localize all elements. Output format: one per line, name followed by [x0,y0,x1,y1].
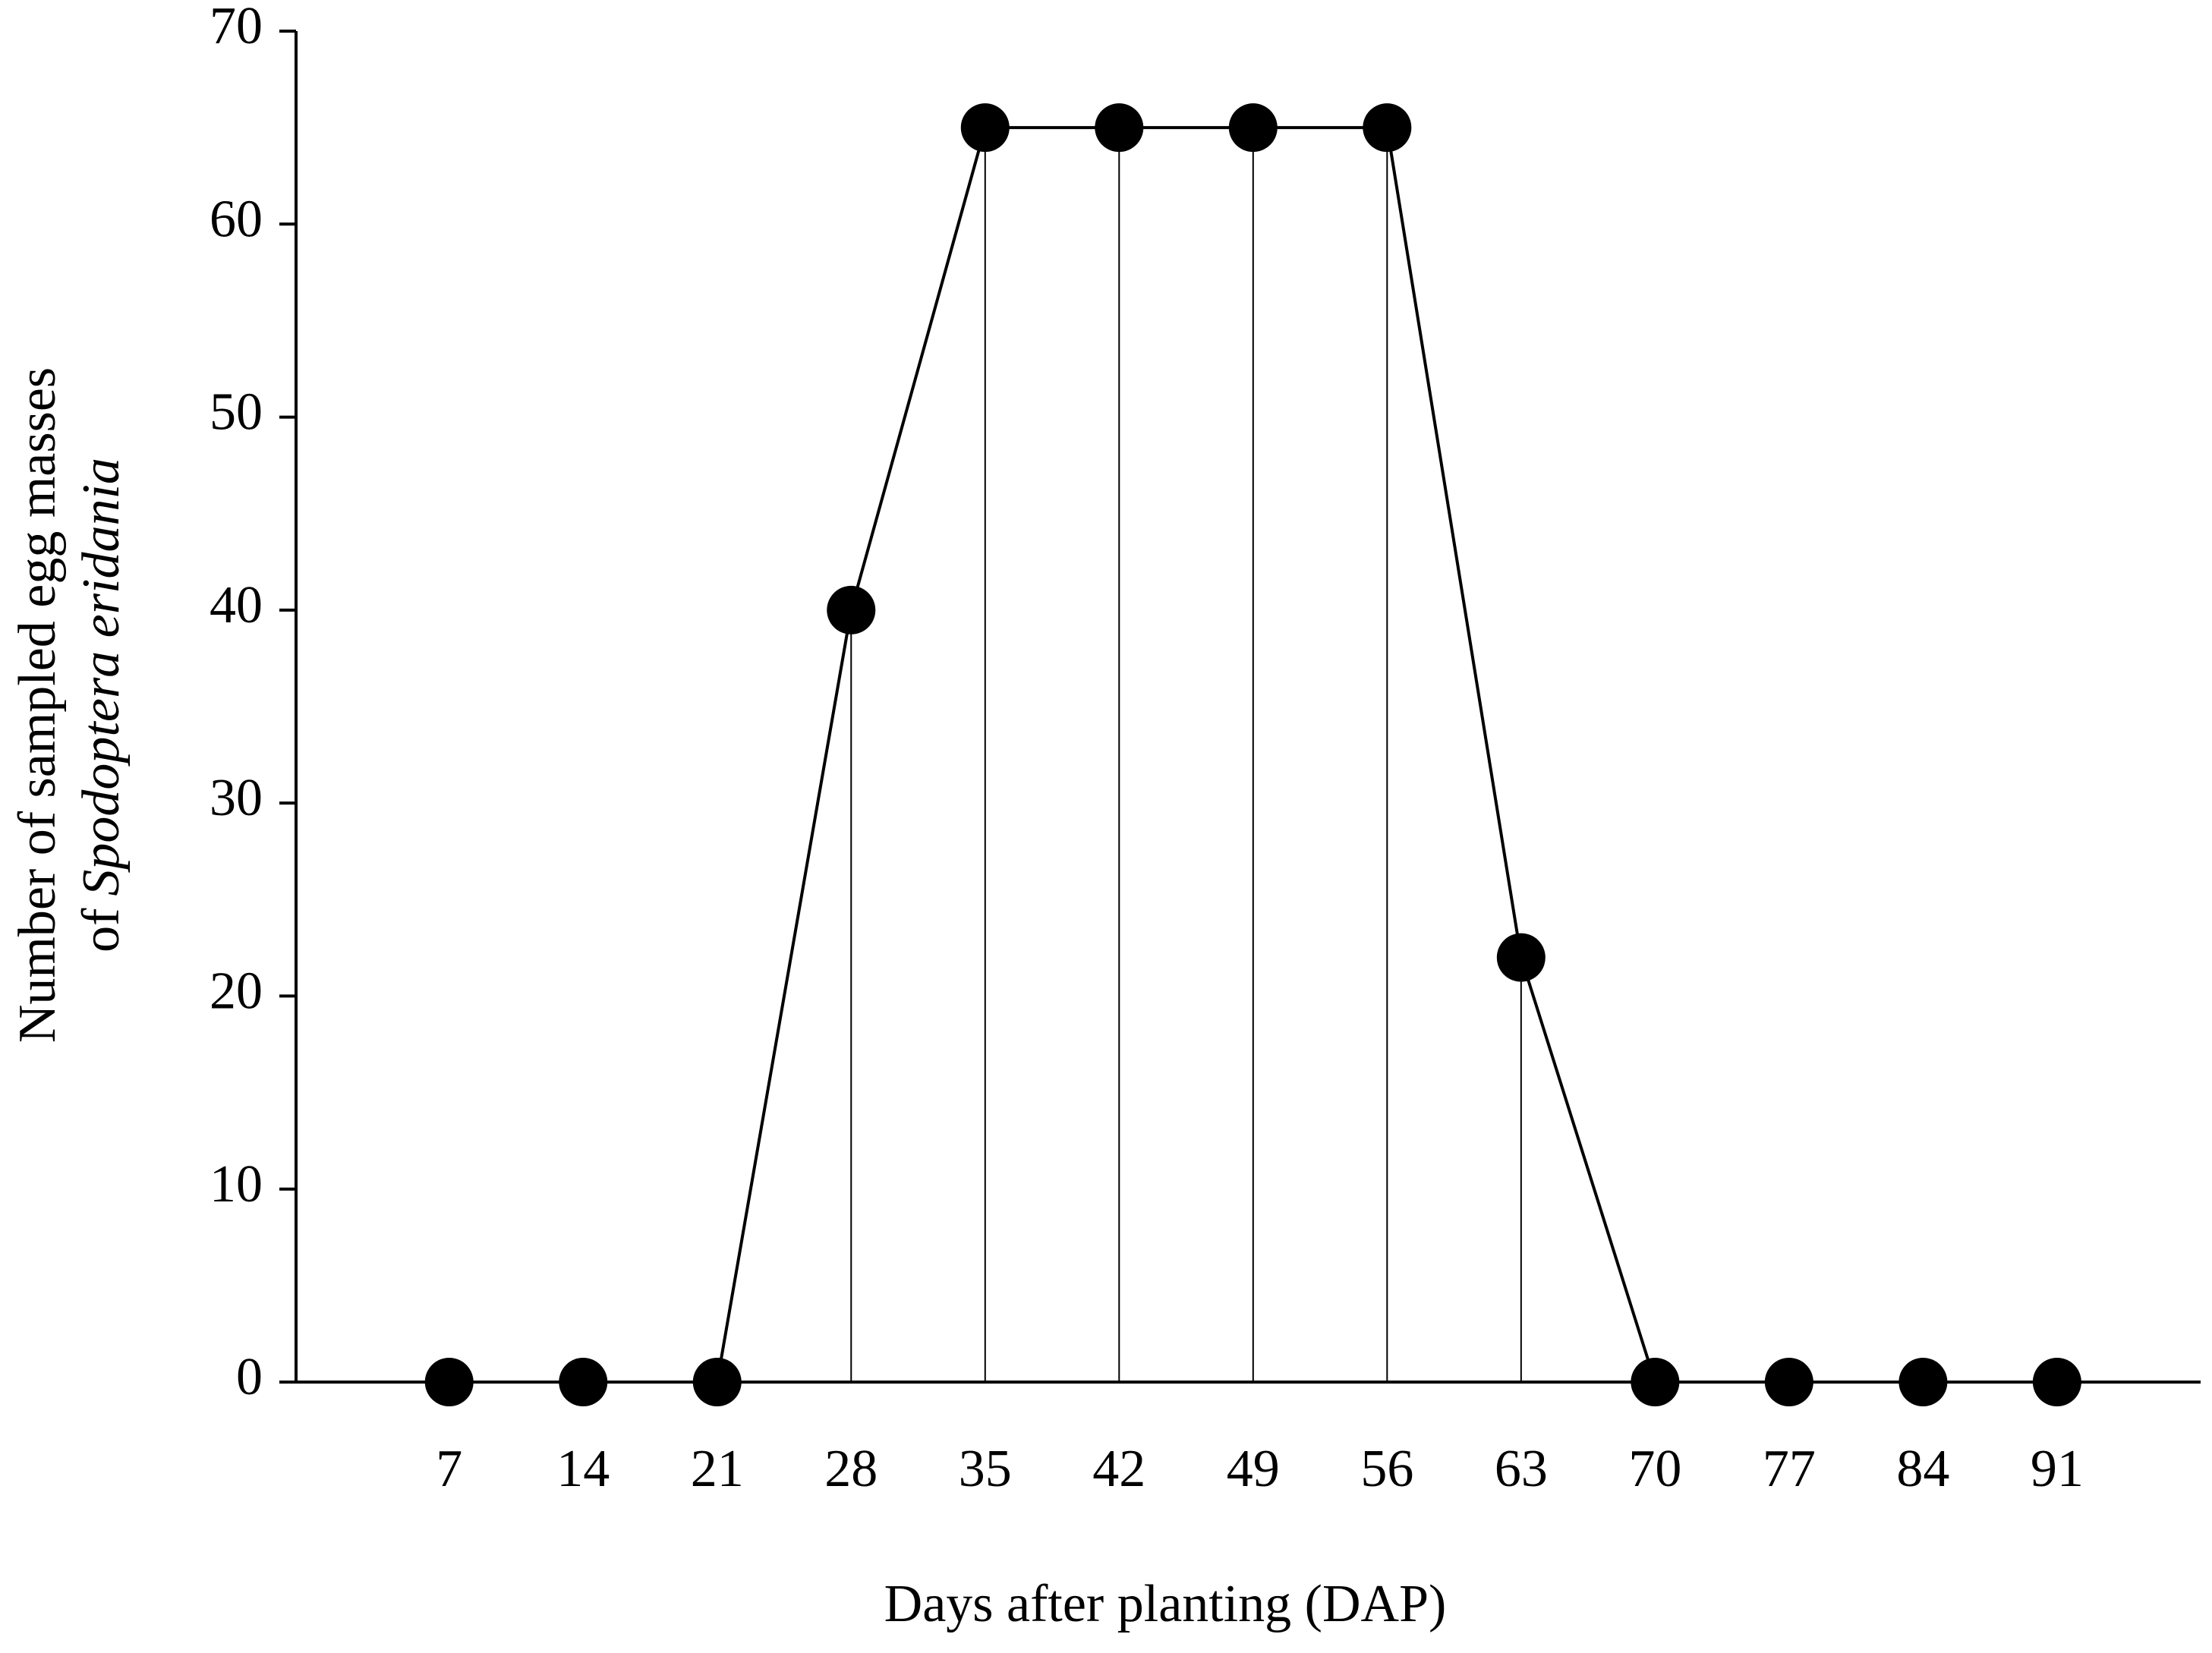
x-tick-label: 35 [959,1440,1012,1498]
data-point [2032,1358,2081,1406]
y-tick-label: 40 [210,576,263,634]
y-axis-label-line: Number of sampled egg masses [8,367,67,1043]
x-tick-label: 63 [1495,1440,1548,1498]
y-axis-label: Number of sampled egg masses of Spodopter… [8,367,131,1043]
x-tick-label: 42 [1092,1440,1145,1498]
x-tick-label: 70 [1628,1440,1681,1498]
x-axis-label: Days after planting (DAP) [884,1575,1447,1633]
data-point [1363,103,1412,153]
x-tick-label: 28 [824,1440,878,1498]
data-point [1631,1358,1680,1406]
y-tick-label: 30 [210,769,263,827]
x-tick-label: 7 [436,1440,462,1498]
y-tick-label: 20 [210,962,263,1020]
x-tick-label: 56 [1360,1440,1413,1498]
data-point [960,103,1010,153]
y-tick-label: 0 [236,1348,263,1406]
data-point [1095,103,1144,153]
data-point [1764,1358,1813,1406]
y-tick-label: 60 [210,190,263,248]
x-tick-label: 21 [691,1440,744,1498]
x-tick-label: 91 [2031,1440,2084,1498]
y-tick-label: 50 [210,383,263,442]
data-point [1496,933,1546,982]
data-point [1898,1358,1948,1406]
data-point [424,1358,474,1406]
data-point [559,1358,608,1406]
y-axis-label-text: of [72,908,131,952]
y-axis-label-species: Spodoptera eridania [72,458,131,896]
data-point [1228,103,1278,153]
y-tick-label: 70 [210,0,263,55]
y-tick-label: 10 [210,1155,263,1214]
data-point [692,1358,742,1406]
x-tick-label: 14 [556,1440,610,1498]
x-tick-label: 49 [1227,1440,1280,1498]
x-tick-label: 84 [1896,1440,1949,1498]
data-point [827,585,876,634]
x-tick-label: 77 [1763,1440,1816,1498]
y-axis-label-line: of Spodoptera eridania [72,458,131,952]
